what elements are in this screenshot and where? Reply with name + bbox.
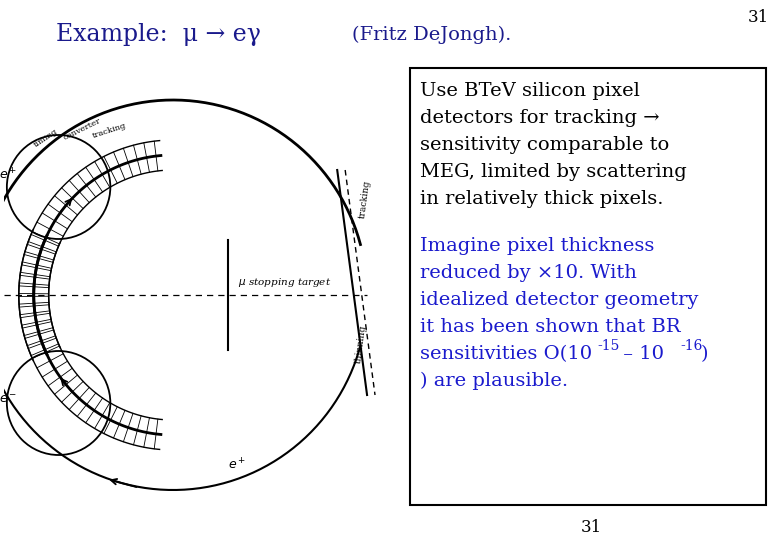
Text: idealized detector geometry: idealized detector geometry — [420, 291, 698, 309]
Text: 31: 31 — [580, 518, 601, 536]
Text: 31: 31 — [747, 10, 769, 26]
Text: MEG, limited by scattering: MEG, limited by scattering — [420, 163, 686, 181]
Text: thinning: thinning — [353, 325, 367, 364]
Text: $\mu$ stopping target: $\mu$ stopping target — [238, 276, 331, 289]
Text: tracking: tracking — [91, 122, 127, 140]
Text: – 10: – 10 — [617, 345, 664, 363]
Text: Example:  μ → eγ: Example: μ → eγ — [55, 24, 261, 46]
Text: in relatively thick pixels.: in relatively thick pixels. — [420, 190, 663, 208]
Text: -15: -15 — [597, 339, 619, 353]
Text: converter: converter — [62, 117, 103, 142]
Text: Use BTeV silicon pixel: Use BTeV silicon pixel — [420, 82, 640, 100]
Text: $e^-$: $e^-$ — [0, 393, 17, 406]
Text: reduced by ×10. With: reduced by ×10. With — [420, 264, 636, 282]
Text: ): ) — [700, 345, 708, 363]
Text: tracking: tracking — [357, 180, 371, 219]
Text: it has been shown that BR: it has been shown that BR — [420, 318, 680, 336]
Text: sensitivity comparable to: sensitivity comparable to — [420, 136, 669, 154]
Text: $e^+$: $e^+$ — [0, 168, 17, 183]
Text: -16: -16 — [680, 339, 703, 353]
Text: detectors for tracking →: detectors for tracking → — [420, 109, 659, 127]
Text: ) are plausible.: ) are plausible. — [420, 372, 568, 390]
Text: Imagine pixel thickness: Imagine pixel thickness — [420, 237, 654, 255]
Text: timing: timing — [33, 127, 60, 149]
Text: (Fritz DeJongh).: (Fritz DeJongh). — [352, 26, 512, 44]
Text: sensitivities O(10: sensitivities O(10 — [420, 345, 592, 363]
Text: $e^+$: $e^+$ — [228, 458, 246, 473]
Bar — [410, 68, 766, 505]
